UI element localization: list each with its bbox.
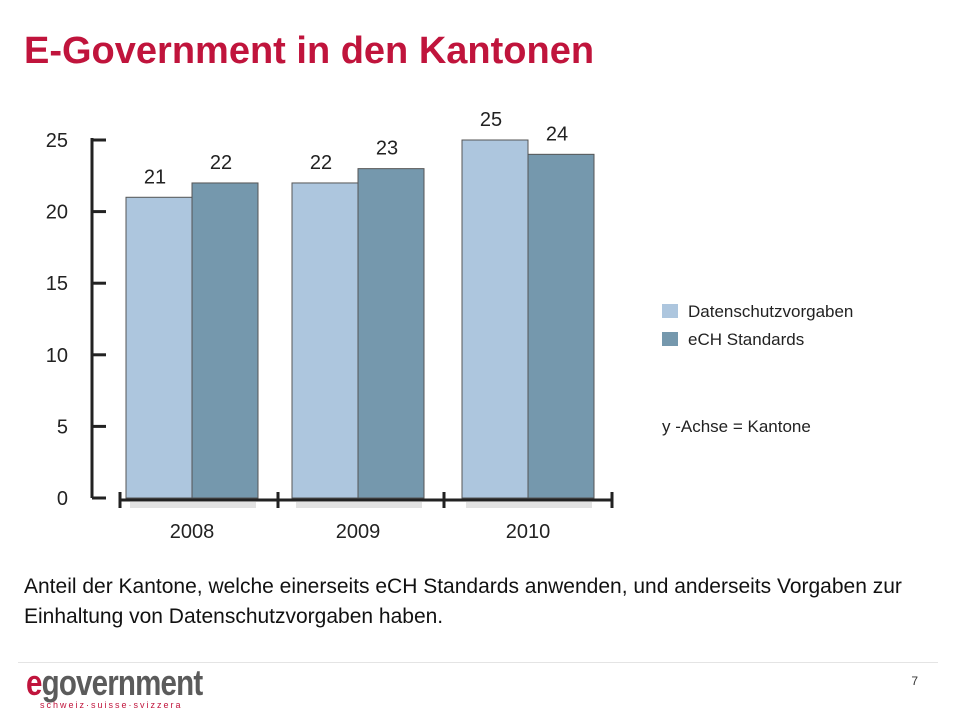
legend-label: Datenschutzvorgaben: [688, 302, 853, 321]
bar-value-label: 24: [546, 123, 568, 145]
page-number: 7: [911, 674, 918, 688]
bar: [191, 182, 259, 499]
x-tick-label: 2010: [506, 521, 551, 543]
legend-swatch: [662, 332, 678, 346]
y-tick-label: 25: [46, 130, 68, 152]
x-tick-label: 2008: [170, 521, 215, 543]
bar-shadow: [296, 502, 422, 508]
bar: [291, 182, 359, 499]
bar-value-label: 22: [310, 152, 332, 174]
bar: [357, 168, 425, 499]
slide-title: E-Government in den Kantonen: [24, 30, 595, 72]
y-tick-label: 15: [46, 273, 68, 295]
bar-value-label: 23: [376, 138, 398, 160]
bars: 21 22 22 23 25 24: [125, 109, 595, 508]
y-tick-label: 10: [46, 345, 68, 367]
bar-value-label: 25: [480, 109, 502, 131]
bar-shadow: [466, 502, 592, 508]
legend: Datenschutzvorgaben eCH Standards: [662, 302, 853, 349]
legend-swatch: [662, 304, 678, 318]
y-tick-label: 0: [57, 488, 68, 510]
bar-value-label: 22: [210, 152, 232, 174]
bar-value-label: 21: [144, 166, 166, 188]
bar: [461, 139, 529, 499]
axis-note: y -Achse = Kantone: [662, 417, 811, 436]
bar-chart-svg: 0 5 10 15 20 25 2008 2009 2010 21 22 22 23 25 24 Dat…: [46, 109, 854, 543]
logo-e: e: [26, 662, 42, 703]
x-tick-label: 2009: [336, 521, 381, 543]
footer-divider: [18, 662, 938, 663]
bar: [527, 153, 595, 499]
bar-chart: 0 5 10 15 20 25 2008 2009 2010 21 22 22 23 25 24 Dat…: [30, 100, 890, 560]
logo-government: government: [41, 662, 204, 703]
y-tick-label: 20: [46, 202, 68, 224]
y-axis: 0 5 10 15 20 25: [46, 130, 106, 510]
bar: [125, 196, 193, 499]
logo-tagline: schweiz·suisse·svizzera: [40, 700, 183, 710]
bar-shadow: [130, 502, 256, 508]
y-tick-label: 5: [57, 416, 68, 438]
slide-caption: Anteil der Kantone, welche einerseits eC…: [24, 575, 902, 628]
egovernment-logo: egovernment schweiz·suisse·svizzera: [26, 662, 203, 712]
legend-label: eCH Standards: [688, 330, 804, 349]
x-axis: 2008 2009 2010: [118, 492, 614, 543]
logo-wordmark: egovernment: [26, 662, 204, 704]
